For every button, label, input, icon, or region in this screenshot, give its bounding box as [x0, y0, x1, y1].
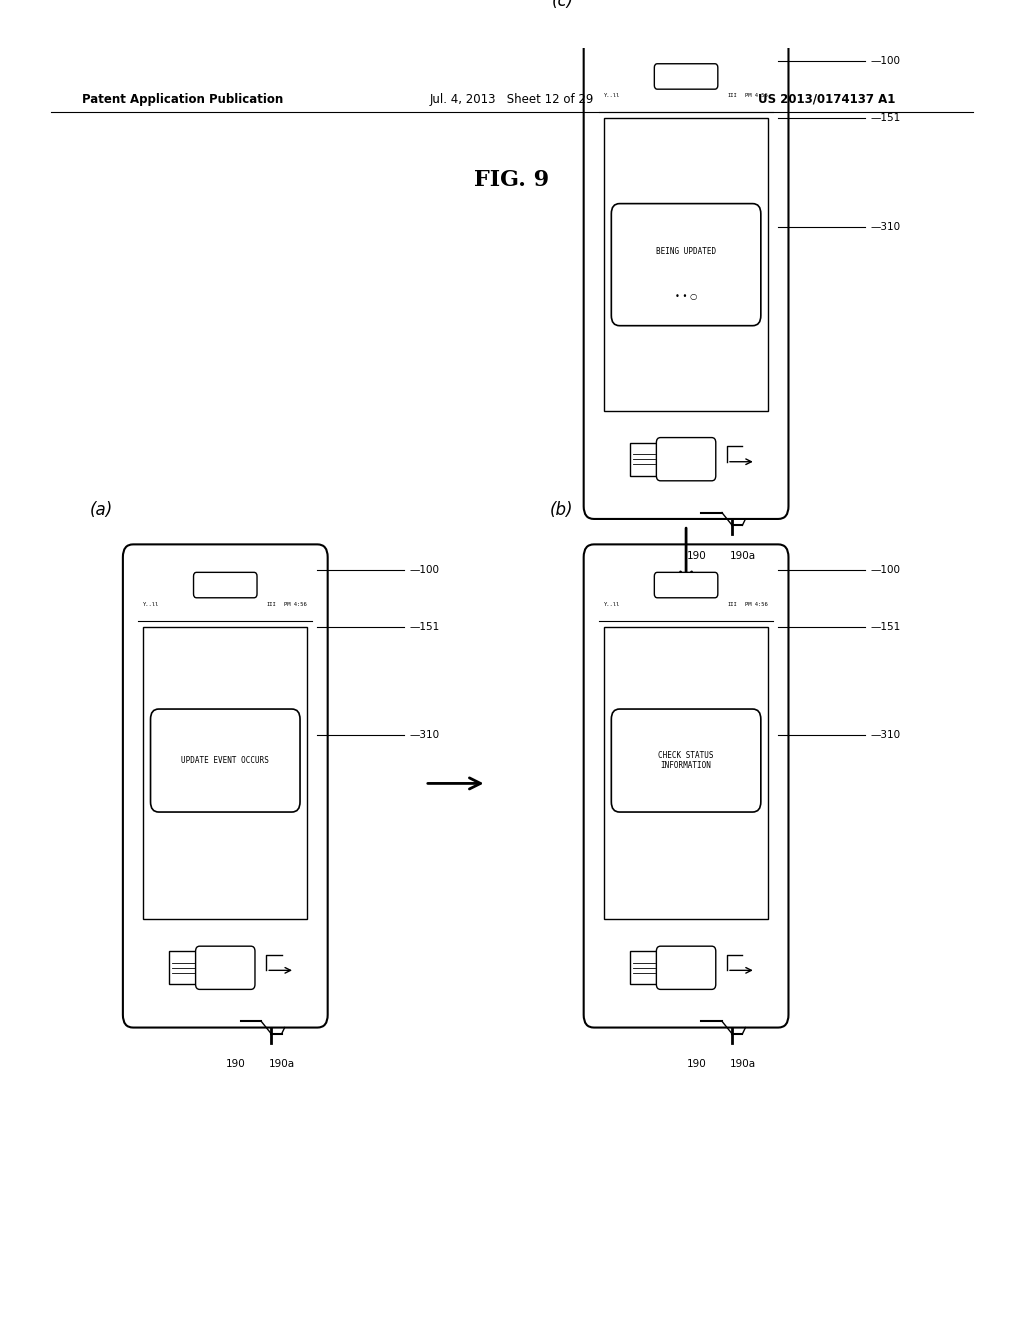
FancyBboxPatch shape [654, 573, 718, 598]
Text: PM 4:56: PM 4:56 [745, 92, 768, 98]
Bar [604, 119, 768, 411]
FancyBboxPatch shape [123, 544, 328, 1027]
Text: 190: 190 [686, 550, 707, 561]
Text: (b): (b) [550, 502, 573, 519]
FancyBboxPatch shape [584, 544, 788, 1027]
FancyBboxPatch shape [656, 437, 716, 480]
Text: —151: —151 [410, 622, 440, 632]
Text: Y..ll: Y..ll [604, 92, 621, 98]
Text: BEING UPDATED: BEING UPDATED [656, 247, 716, 256]
Text: III: III [266, 602, 276, 607]
Bar [169, 952, 198, 985]
FancyBboxPatch shape [584, 36, 788, 519]
Bar [630, 952, 658, 985]
Circle shape [657, 576, 674, 595]
Text: 190a: 190a [268, 1060, 295, 1069]
Circle shape [657, 66, 674, 87]
Text: 190a: 190a [729, 550, 756, 561]
Text: III: III [727, 602, 737, 607]
Circle shape [197, 576, 213, 595]
FancyBboxPatch shape [194, 573, 257, 598]
Text: UPDATE EVENT OCCURS: UPDATE EVENT OCCURS [181, 756, 269, 766]
Text: 190: 190 [686, 1060, 707, 1069]
Text: CHECK STATUS
INFORMATION: CHECK STATUS INFORMATION [658, 751, 714, 771]
Bar [630, 442, 658, 475]
Bar [143, 627, 307, 920]
Text: Y..ll: Y..ll [604, 602, 621, 607]
FancyBboxPatch shape [151, 709, 300, 812]
Text: —310: —310 [870, 222, 900, 231]
FancyBboxPatch shape [196, 946, 255, 990]
Text: —151: —151 [870, 622, 901, 632]
Text: —100: —100 [870, 57, 900, 66]
Text: Patent Application Publication: Patent Application Publication [82, 92, 284, 106]
FancyBboxPatch shape [654, 63, 718, 90]
FancyBboxPatch shape [611, 709, 761, 812]
Text: Jul. 4, 2013   Sheet 12 of 29: Jul. 4, 2013 Sheet 12 of 29 [430, 92, 595, 106]
Text: (a): (a) [89, 502, 113, 519]
Text: —100: —100 [410, 565, 439, 574]
FancyBboxPatch shape [611, 203, 761, 326]
Text: US 2013/0174137 A1: US 2013/0174137 A1 [758, 92, 895, 106]
Text: 190: 190 [225, 1060, 246, 1069]
Text: 190a: 190a [729, 1060, 756, 1069]
Text: PM 4:56: PM 4:56 [285, 602, 307, 607]
FancyBboxPatch shape [656, 946, 716, 990]
Text: FIG. 9: FIG. 9 [474, 169, 550, 191]
Text: —151: —151 [870, 114, 901, 124]
Text: (c): (c) [551, 0, 573, 11]
Text: —100: —100 [870, 565, 900, 574]
Bar [604, 627, 768, 920]
Text: —310: —310 [870, 730, 900, 741]
Text: Y..ll: Y..ll [143, 602, 160, 607]
Text: • • ○: • • ○ [675, 292, 697, 301]
Text: III: III [727, 92, 737, 98]
Text: PM 4:56: PM 4:56 [745, 602, 768, 607]
Text: —310: —310 [410, 730, 439, 741]
